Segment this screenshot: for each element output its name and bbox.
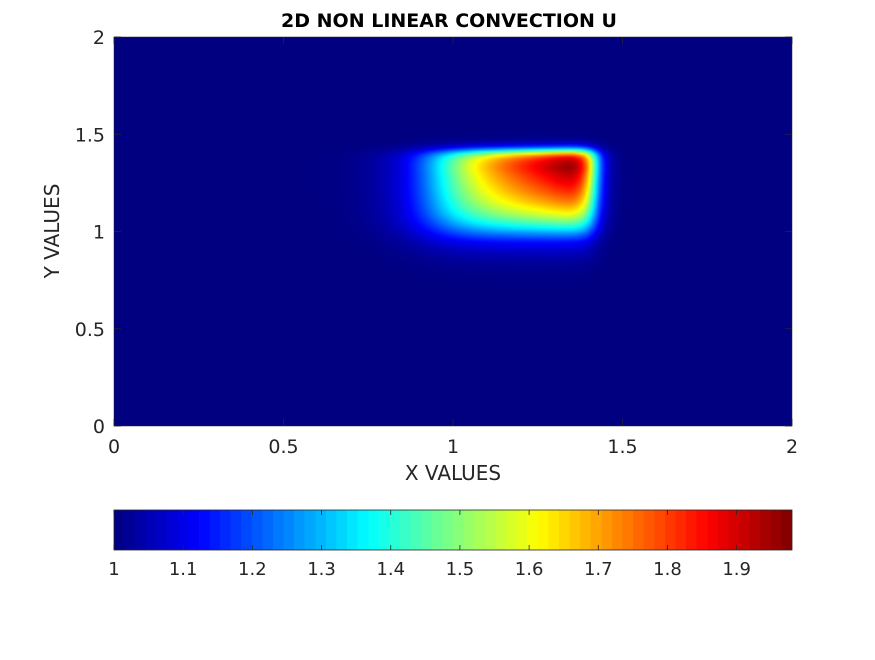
colorbar-frame (113, 509, 793, 551)
y-axis: 0 0.5 1 1.5 2 (75, 27, 792, 438)
colorbar-tick-label: 1.2 (238, 559, 267, 580)
x-tick-label: 1.5 (607, 436, 637, 458)
heatmap-field (114, 37, 792, 426)
x-tick-label: 0.5 (268, 436, 298, 458)
colorbar-tick-label: 1 (108, 559, 119, 580)
x-axis: 0 0.5 1 1.5 2 (108, 37, 798, 458)
y-tick-label: 0.5 (75, 319, 105, 341)
plot-area (113, 36, 793, 427)
colorbar-tick-label: 1.3 (307, 559, 336, 580)
colorbar-tick-label: 1.9 (722, 559, 751, 580)
y-tick-label: 1 (93, 222, 105, 244)
colorbar-gradient (114, 510, 792, 550)
colorbar: 1 1.1 1.2 1.3 1.4 1.5 1.6 1.7 1.8 1.9 (108, 509, 793, 580)
colorbar-tick-label: 1.4 (376, 559, 405, 580)
x-tick-label: 0 (108, 436, 120, 458)
colorbar-tick-label: 1.7 (584, 559, 613, 580)
x-tick-label: 2 (786, 436, 798, 458)
chart-title: 2D NON LINEAR CONVECTION U (281, 10, 617, 32)
colorbar-tick-label: 1.6 (515, 559, 544, 580)
colorbar-tick-label: 1.5 (446, 559, 475, 580)
y-tick-label: 0 (93, 416, 105, 438)
colorbar-ticks: 1 1.1 1.2 1.3 1.4 1.5 1.6 1.7 1.8 1.9 (108, 510, 751, 580)
y-tick-label: 1.5 (75, 124, 105, 146)
y-tick-label: 2 (93, 27, 105, 49)
y-axis-label: Y VALUES (40, 184, 64, 280)
colorbar-tick-label: 1.1 (169, 559, 198, 580)
x-tick-label: 1 (447, 436, 459, 458)
colorbar-tick-label: 1.8 (653, 559, 682, 580)
x-axis-label: X VALUES (405, 461, 501, 485)
